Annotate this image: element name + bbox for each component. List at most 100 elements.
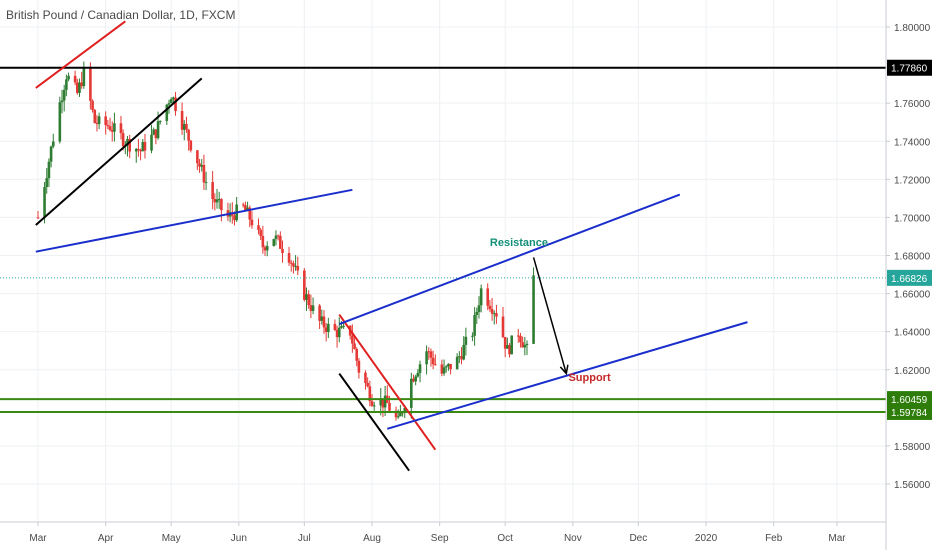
candle-body bbox=[521, 342, 524, 348]
candle bbox=[165, 103, 169, 126]
candle bbox=[355, 347, 359, 367]
candle bbox=[217, 191, 221, 209]
candle bbox=[444, 365, 448, 373]
candle-body bbox=[455, 356, 459, 370]
arrow-drawing[interactable] bbox=[532, 257, 569, 376]
candle-body bbox=[274, 235, 278, 240]
y-tick-label: 1.70000 bbox=[894, 213, 931, 224]
candle-body bbox=[318, 305, 321, 321]
candle bbox=[187, 128, 190, 151]
candle bbox=[488, 299, 492, 312]
candle bbox=[263, 245, 267, 256]
candle-body bbox=[370, 401, 374, 406]
price-label-bg bbox=[887, 391, 932, 408]
candle bbox=[113, 112, 116, 142]
trend-line[interactable] bbox=[338, 372, 410, 472]
trend-line[interactable] bbox=[35, 188, 353, 253]
trend-line[interactable] bbox=[35, 20, 126, 89]
trend-line[interactable] bbox=[338, 193, 681, 325]
candle-body bbox=[303, 270, 306, 300]
candle bbox=[294, 255, 297, 271]
arrow-shaft[interactable] bbox=[532, 257, 568, 374]
price-label: 1.66826 bbox=[887, 269, 932, 286]
candle-body bbox=[525, 343, 529, 345]
candle-body bbox=[364, 372, 367, 383]
candle bbox=[259, 227, 262, 240]
candle bbox=[189, 139, 193, 153]
candle-body bbox=[106, 124, 110, 127]
candle bbox=[303, 268, 306, 302]
candle-body bbox=[196, 150, 199, 164]
candle bbox=[516, 329, 520, 343]
candle bbox=[305, 287, 308, 311]
candle bbox=[418, 360, 422, 383]
candle-body bbox=[65, 79, 68, 90]
candle-body bbox=[287, 253, 291, 263]
candle-body bbox=[309, 305, 313, 312]
candle bbox=[309, 294, 313, 319]
x-tick-label: Mar bbox=[29, 533, 47, 544]
candle-body bbox=[198, 163, 201, 167]
candle-body bbox=[442, 367, 446, 374]
candle bbox=[434, 354, 437, 366]
trend-line[interactable] bbox=[35, 77, 203, 226]
candle bbox=[351, 324, 354, 353]
trend-line[interactable] bbox=[338, 313, 437, 451]
trend-line[interactable] bbox=[387, 321, 748, 430]
candle-body bbox=[97, 116, 101, 125]
candle bbox=[416, 369, 420, 378]
chart-title: British Pound / Canadian Dollar, 1D, FXC… bbox=[6, 8, 236, 22]
candle-body bbox=[60, 100, 64, 103]
candle bbox=[318, 303, 321, 329]
candle-body bbox=[501, 316, 505, 338]
candle bbox=[337, 317, 341, 343]
y-tick-label: 1.74000 bbox=[894, 137, 931, 148]
candle-body bbox=[217, 199, 221, 201]
candle bbox=[182, 120, 186, 141]
candle-body bbox=[292, 263, 295, 267]
candle bbox=[279, 231, 282, 250]
candle bbox=[292, 260, 295, 274]
candle-body bbox=[353, 343, 356, 349]
trend-lines[interactable] bbox=[35, 20, 748, 472]
candle-body bbox=[434, 364, 437, 366]
candle-body bbox=[139, 150, 142, 152]
candle bbox=[429, 348, 433, 367]
candle-body bbox=[322, 316, 326, 328]
candle bbox=[381, 398, 385, 418]
candle bbox=[425, 345, 428, 375]
candle-body bbox=[294, 265, 297, 267]
candle bbox=[47, 158, 51, 188]
candle bbox=[427, 347, 431, 360]
candle-body bbox=[429, 351, 433, 358]
candle bbox=[287, 246, 291, 266]
candle bbox=[139, 148, 142, 161]
candle bbox=[45, 168, 49, 194]
candle bbox=[289, 260, 293, 272]
candle-body bbox=[403, 407, 407, 413]
candle-body bbox=[327, 323, 330, 332]
candle-body bbox=[305, 294, 308, 300]
candle-body bbox=[180, 111, 184, 130]
y-tick-label: 1.64000 bbox=[894, 328, 931, 339]
price-label: 1.77860 bbox=[887, 59, 932, 76]
candle bbox=[154, 129, 158, 145]
candle-body bbox=[388, 402, 391, 411]
candle bbox=[431, 350, 435, 370]
price-label-text: 1.77860 bbox=[891, 64, 928, 75]
candle-body bbox=[427, 351, 431, 353]
horizontal-lines[interactable] bbox=[0, 66, 886, 413]
candle-body bbox=[296, 265, 300, 271]
candle-body bbox=[211, 182, 214, 200]
candle-body bbox=[383, 395, 387, 408]
candle-body bbox=[82, 66, 86, 87]
candle bbox=[78, 78, 81, 97]
candle bbox=[523, 336, 527, 356]
x-tick-label: Apr bbox=[98, 533, 114, 544]
candle bbox=[440, 359, 444, 377]
candle-body bbox=[276, 235, 280, 237]
candle-body bbox=[379, 398, 383, 406]
price-label-bg bbox=[887, 59, 932, 76]
